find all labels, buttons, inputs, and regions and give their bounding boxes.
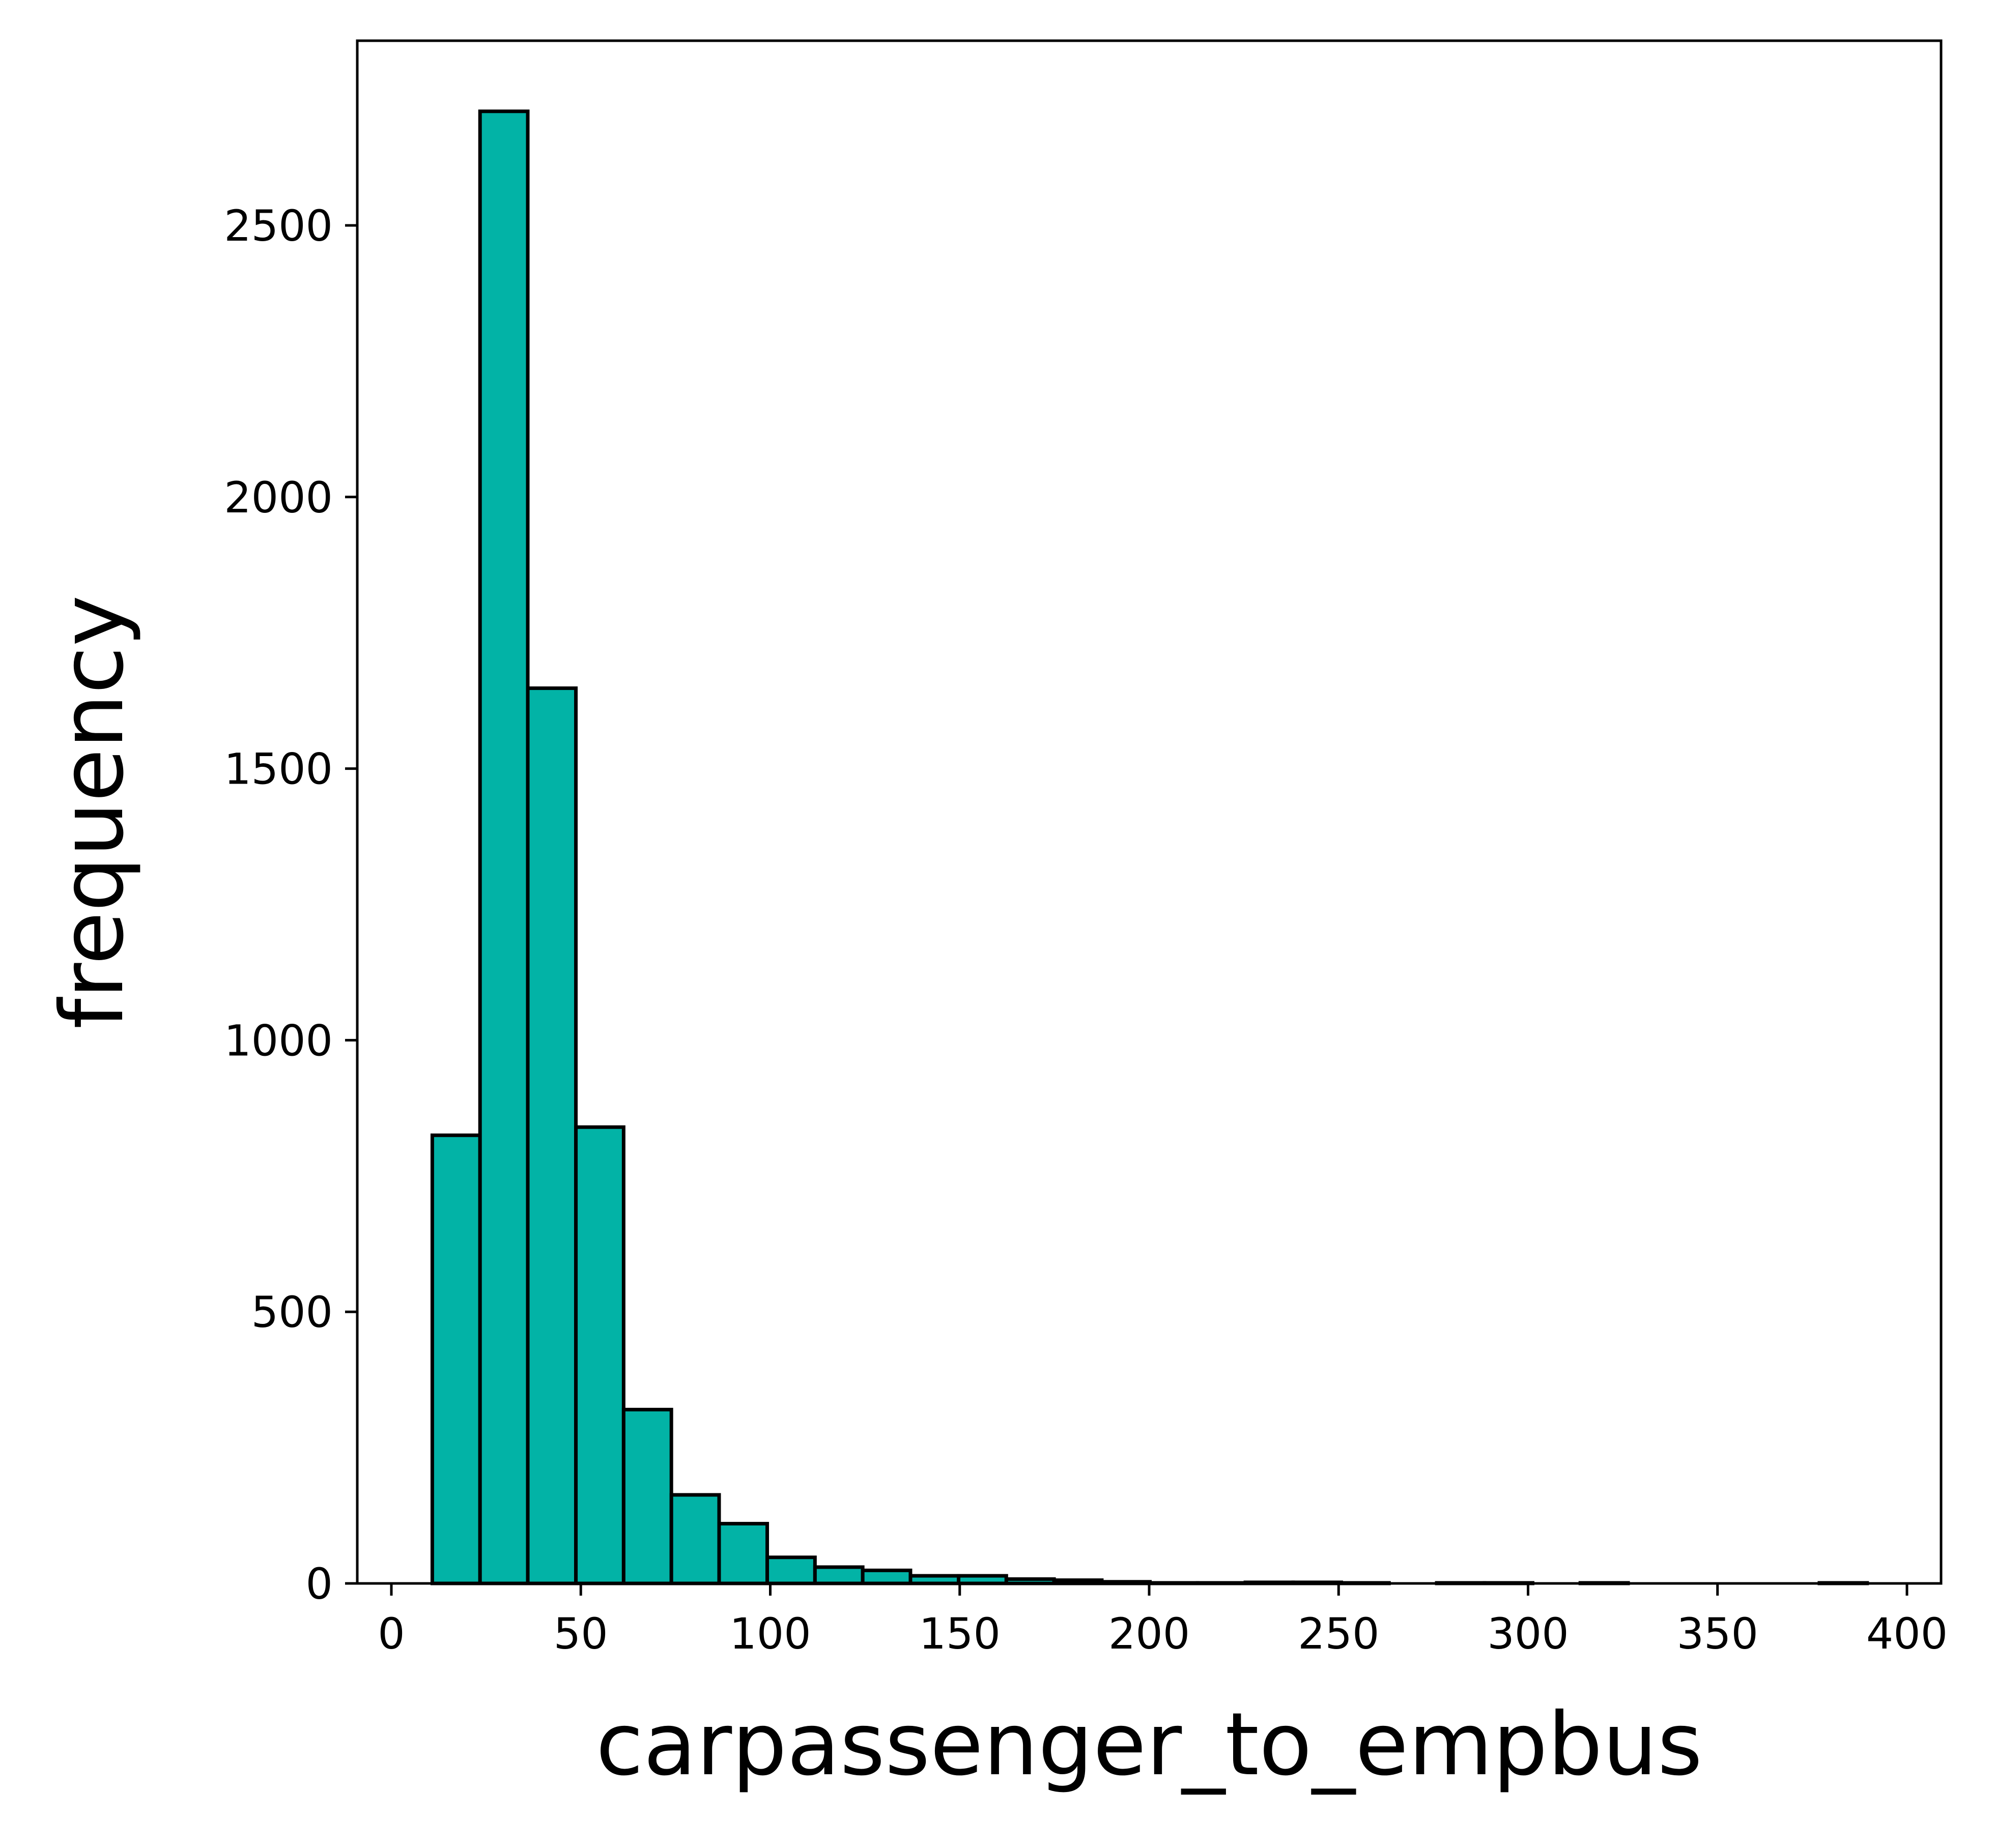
y-tick-label: 500 bbox=[251, 1287, 333, 1337]
x-tick-label: 200 bbox=[1108, 1609, 1190, 1659]
histogram-bar bbox=[430, 1133, 482, 1585]
x-tick-label: 300 bbox=[1487, 1609, 1569, 1659]
histogram-bar bbox=[478, 109, 530, 1585]
y-tick-label: 1500 bbox=[224, 744, 333, 794]
y-tick-label: 1000 bbox=[224, 1016, 333, 1065]
y-tick-label: 2500 bbox=[224, 201, 333, 251]
x-tick-label: 50 bbox=[554, 1609, 608, 1659]
x-tick-label: 250 bbox=[1298, 1609, 1379, 1659]
x-tick-label: 100 bbox=[729, 1609, 811, 1659]
histogram-bar bbox=[621, 1407, 673, 1585]
histogram-bar bbox=[669, 1493, 721, 1585]
histogram-bar bbox=[717, 1522, 770, 1585]
y-axis-ticks: 0 500 1000 1500 2000 2500 bbox=[224, 201, 357, 1609]
x-tick-label: 400 bbox=[1866, 1609, 1948, 1659]
x-axis-label: carpassenger_to_empbus bbox=[596, 1694, 1702, 1795]
histogram-bar bbox=[765, 1555, 817, 1585]
x-tick-label: 0 bbox=[378, 1609, 405, 1659]
y-tick-label: 2000 bbox=[224, 473, 333, 523]
x-axis-ticks: 0 50 100 150 200 250 300 350 400 bbox=[378, 1583, 1948, 1659]
histogram-bar bbox=[526, 686, 578, 1585]
y-tick-label: 0 bbox=[306, 1559, 333, 1609]
histogram-bar bbox=[861, 1568, 913, 1585]
histogram-bar bbox=[574, 1125, 625, 1585]
y-axis-label: frequency bbox=[42, 595, 143, 1029]
histogram-bars bbox=[430, 109, 1869, 1585]
x-tick-label: 150 bbox=[919, 1609, 1001, 1659]
x-tick-label: 350 bbox=[1677, 1609, 1758, 1659]
histogram-bar bbox=[813, 1565, 865, 1585]
